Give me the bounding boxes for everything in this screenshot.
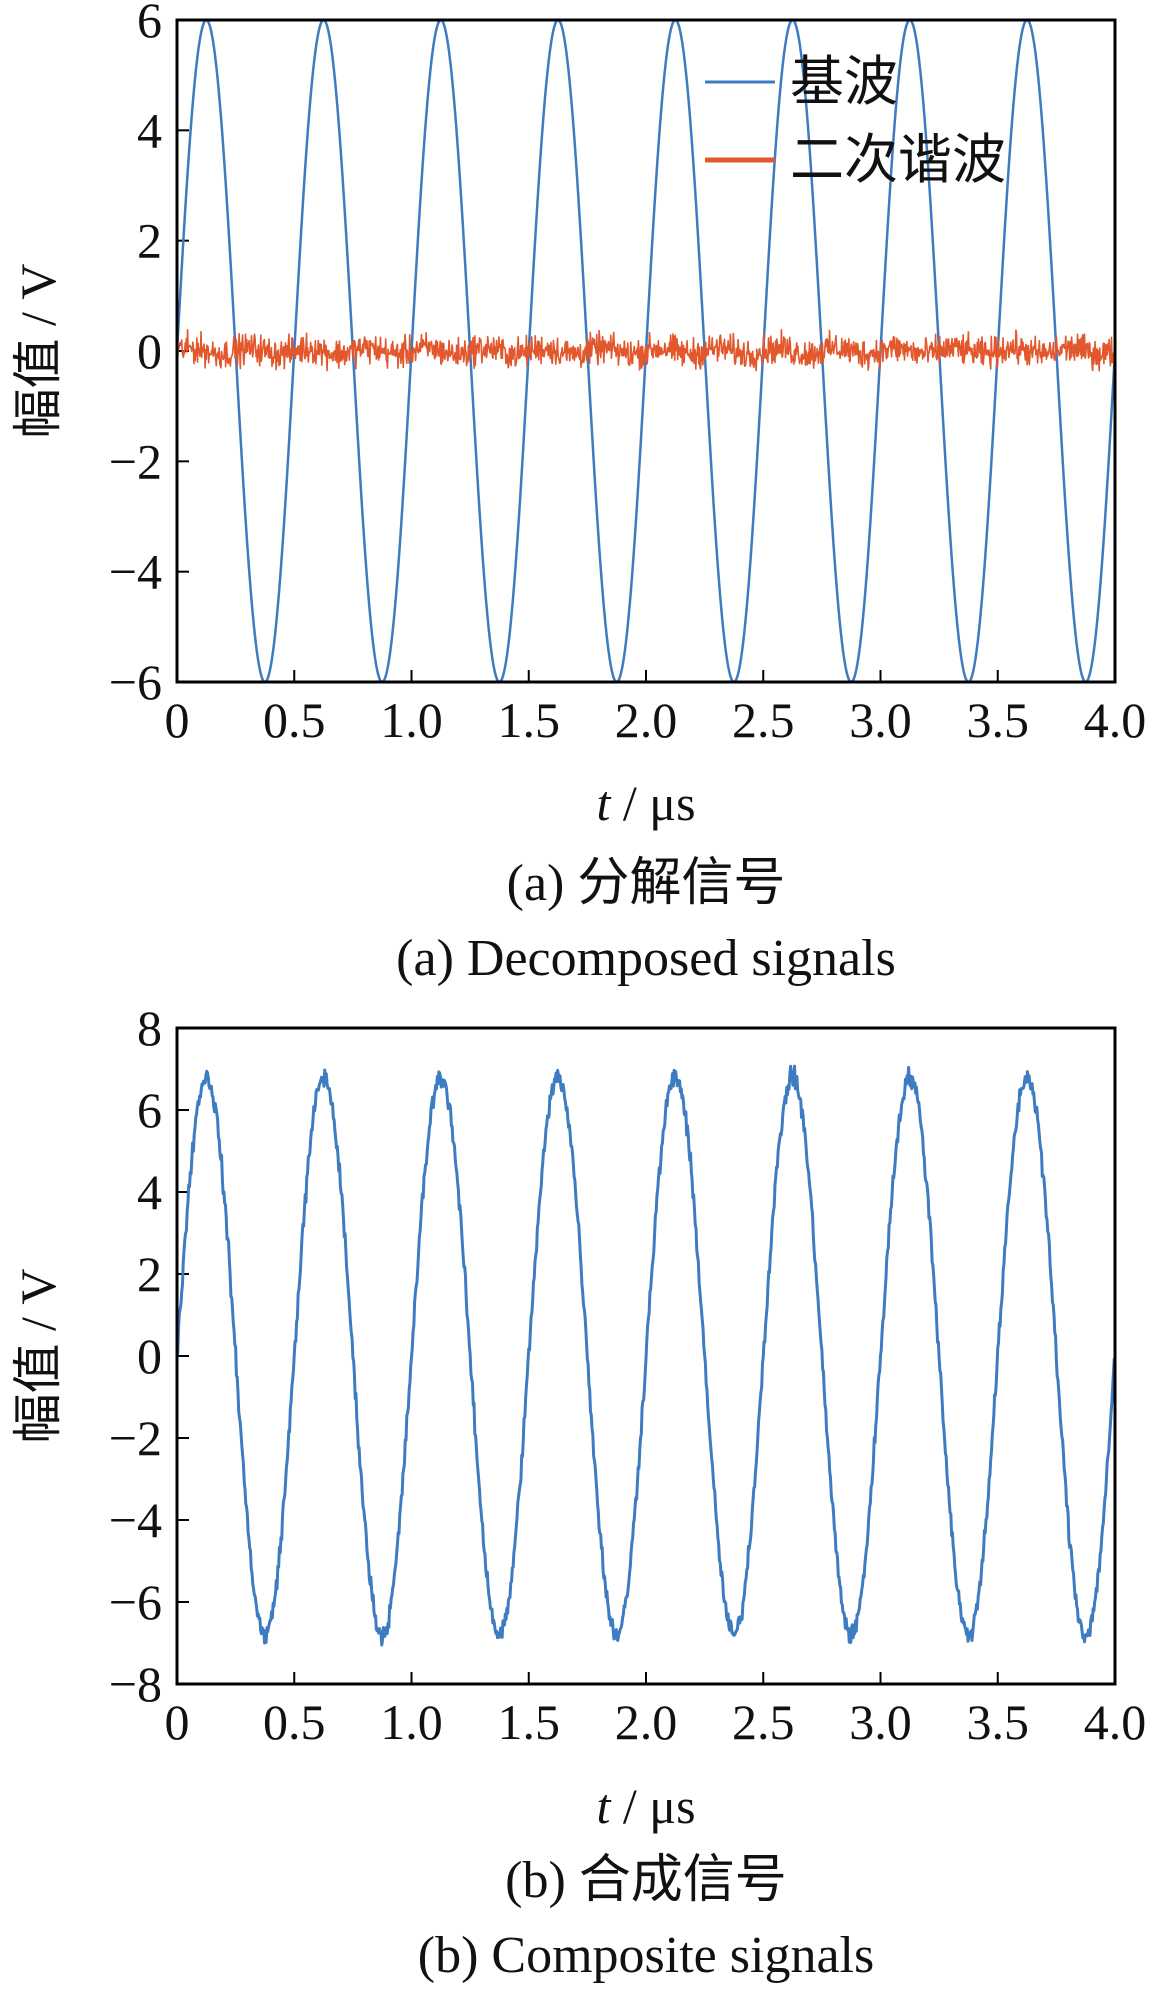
chart-b-tick-labels: 0 0.5 1.0 1.5 2.0 2.5 3.0 3.5 4.0 8 6 4 2 0 −2 −4 −6 −8 [109, 1000, 1146, 1750]
chart-b-x-tick-label: 0.5 [263, 1694, 326, 1750]
chart-b-x-tick-label: 0 [165, 1694, 190, 1750]
chart-b-series-0-line [175, 1064, 1116, 1647]
chart-a-caption-en: (a) Decomposed signals [396, 930, 896, 987]
chart-b-x-axis-label: t / μs [596, 1778, 695, 1834]
chart-a-x-tick-label: 2.0 [615, 692, 678, 748]
chart-b-plot-frame [175, 1026, 1117, 1686]
legend-label-second-harmonic: 二次谐波 [790, 130, 1006, 190]
chart-a-y-tick-label: 4 [137, 102, 162, 158]
chart-a-x-tick-label: 3.0 [849, 692, 912, 748]
chart-a-x-tick-label: 0 [165, 692, 190, 748]
chart-a: 0 0.5 1.0 1.5 2.0 2.5 3.0 3.5 4.0 6 4 2 0 −2 −4 −6 幅值 /… [10, 0, 1146, 987]
chart-b-y-axis-label: 幅值 / V [10, 1269, 66, 1444]
chart-a-tick-labels: 0 0.5 1.0 1.5 2.0 2.5 3.0 3.5 4.0 6 4 2 0 −2 −4 −6 [109, 0, 1146, 748]
chart-a-x-tick-label: 0.5 [263, 692, 326, 748]
chart-a-x-tick-label: 3.5 [967, 692, 1030, 748]
chart-a-x-axis-label: t / μs [596, 775, 695, 831]
chart-b-x-tick-label: 1.0 [380, 1694, 443, 1750]
chart-a-x-tick-label: 1.5 [498, 692, 561, 748]
chart-b-y-tick-label: 8 [137, 1000, 162, 1056]
chart-b-x-tick-label: 2.0 [615, 1694, 678, 1750]
chart-a-x-tick-label: 4.0 [1084, 692, 1147, 748]
chart-a-y-tick-label: 6 [137, 0, 162, 48]
chart-a-x-tick-label: 1.0 [380, 692, 443, 748]
chart-b-y-tick-label: 2 [137, 1246, 162, 1302]
chart-a-legend: 基波 二次谐波 [705, 52, 1006, 190]
chart-a-y-tick-label: 2 [137, 213, 162, 269]
chart-b-y-tick-label: −6 [109, 1574, 162, 1630]
chart-a-y-tick-label: 0 [137, 323, 162, 379]
chart-b-x-tick-label: 3.0 [849, 1694, 912, 1750]
chart-b-y-tick-label: −4 [109, 1492, 162, 1548]
chart-b-y-tick-label: 4 [137, 1164, 162, 1220]
chart-a-y-tick-label: −6 [109, 654, 162, 710]
chart-a-series-1-line [176, 328, 1116, 372]
chart-b-series [175, 1064, 1116, 1647]
chart-b-y-tick-label: 0 [137, 1328, 162, 1384]
chart-b-x-tick-label: 3.5 [967, 1694, 1030, 1750]
chart-a-plot-frame [175, 18, 1117, 684]
chart-a-series [175, 18, 1117, 684]
chart-a-x-tick-label: 2.5 [732, 692, 795, 748]
chart-b-x-tick-label: 2.5 [732, 1694, 795, 1750]
chart-a-y-axis-label: 幅值 / V [10, 264, 66, 439]
chart-b-y-tick-label: −8 [109, 1656, 162, 1712]
legend-label-fundamental: 基波 [790, 52, 898, 112]
chart-b: 0 0.5 1.0 1.5 2.0 2.5 3.0 3.5 4.0 8 6 4 2 0 −2 −4 −6 −8 幅… [10, 1000, 1146, 1984]
chart-a-y-tick-label: −4 [109, 544, 162, 600]
chart-b-x-tick-label: 4.0 [1084, 1694, 1147, 1750]
chart-b-x-tick-label: 1.5 [498, 1694, 561, 1750]
chart-b-y-tick-label: −2 [109, 1410, 162, 1466]
chart-b-caption-en: (b) Composite signals [418, 1927, 874, 1984]
chart-a-caption-cn: (a) 分解信号 [507, 855, 786, 912]
chart-b-y-tick-label: 6 [137, 1082, 162, 1138]
chart-a-y-tick-label: −2 [109, 433, 162, 489]
chart-b-caption-cn: (b) 合成信号 [505, 1852, 787, 1909]
